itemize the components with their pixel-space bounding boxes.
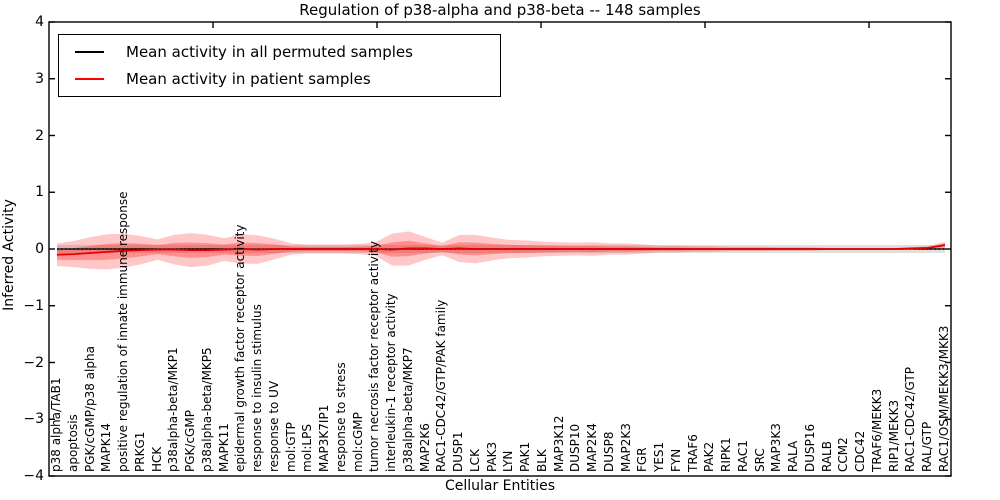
x-category-label: TRAF6 bbox=[685, 434, 700, 472]
y-tick-label: −4 bbox=[23, 468, 44, 484]
x-category-label: mol:GTP bbox=[283, 422, 298, 472]
x-category-label: SRC bbox=[752, 448, 767, 472]
x-category-label: LYN bbox=[501, 450, 516, 472]
x-category-label: MAP2K6 bbox=[417, 423, 432, 472]
x-category-label: interleukin-1 receptor activity bbox=[384, 293, 399, 472]
legend-item: Mean activity in all permuted samples bbox=[59, 43, 500, 61]
x-category-label: PAK3 bbox=[484, 441, 499, 472]
x-category-label: p38alpha-beta/MKP5 bbox=[199, 347, 214, 472]
x-category-label: DUSP10 bbox=[568, 423, 583, 472]
x-category-label: MAP3K12 bbox=[551, 415, 566, 472]
x-category-label: RAC1-CDC42/GTP/PAK family bbox=[434, 299, 449, 472]
x-category-label: p38 alpha/TAB1 bbox=[49, 377, 63, 472]
x-category-label: positive regulation of innate immune res… bbox=[116, 191, 131, 472]
x-category-label: RALB bbox=[819, 441, 834, 472]
x-category-label: MAPK14 bbox=[99, 423, 114, 472]
y-tick-label: 4 bbox=[35, 14, 44, 30]
patient-std-band-outer bbox=[57, 231, 945, 270]
x-category-label: DUSP16 bbox=[802, 423, 817, 472]
legend: Mean activity in all permuted samples Me… bbox=[58, 34, 501, 97]
x-category-label: RALA bbox=[786, 440, 801, 472]
legend-item: Mean activity in patient samples bbox=[59, 70, 500, 88]
x-category-label: FYN bbox=[668, 448, 683, 472]
x-category-label: PAK1 bbox=[518, 441, 533, 472]
x-category-label: apoptosis bbox=[65, 414, 80, 472]
x-category-label: mol:LPS bbox=[300, 424, 315, 472]
x-category-label: PGK/cGMP/p38 alpha bbox=[82, 346, 97, 472]
x-category-label: PGK/cGMP bbox=[183, 410, 198, 472]
x-category-label: RAC1 bbox=[735, 440, 750, 472]
y-tick-label: 2 bbox=[35, 127, 44, 144]
y-tick-label: 3 bbox=[35, 70, 44, 87]
x-category-label: response to stress bbox=[333, 362, 348, 472]
x-category-label: LCK bbox=[467, 449, 482, 472]
x-category-label: MAP2K3 bbox=[618, 423, 633, 472]
x-category-label: CDC42 bbox=[853, 430, 868, 472]
y-tick-label: −3 bbox=[23, 411, 44, 428]
x-category-label: RAC1-CDC42/GTP bbox=[903, 367, 918, 472]
x-category-label: HCK bbox=[149, 446, 164, 472]
legend-label: Mean activity in patient samples bbox=[126, 70, 371, 89]
x-category-label: tumor necrosis factor receptor activity bbox=[367, 241, 382, 472]
x-category-label: TRAF6/MEKK3 bbox=[869, 388, 884, 472]
x-category-label: response to insulin stimulus bbox=[250, 304, 265, 472]
x-axis-label: Cellular Entities bbox=[444, 478, 556, 494]
legend-line-sample-red bbox=[75, 78, 104, 81]
x-category-label: RAL/GTP bbox=[920, 421, 935, 472]
y-tick-label: 0 bbox=[35, 241, 44, 257]
x-category-label: CCM2 bbox=[836, 437, 851, 472]
x-category-label: mol:cGMP bbox=[350, 412, 365, 472]
x-category-label: FGR bbox=[635, 447, 650, 472]
x-category-label: RIP1/MEKK3 bbox=[886, 399, 901, 472]
x-category-label: YES1 bbox=[652, 441, 667, 472]
x-category-label: DUSP1 bbox=[451, 431, 466, 472]
patient-mean-line bbox=[56, 244, 946, 256]
x-category-label: BLK bbox=[534, 449, 549, 472]
patient-std-band-inner bbox=[57, 240, 945, 261]
x-category-label: MAP3K3 bbox=[769, 423, 784, 472]
x-category-label: MAP3K7IP1 bbox=[317, 404, 332, 472]
legend-label: Mean activity in all permuted samples bbox=[126, 42, 413, 61]
y-tick-label: 1 bbox=[35, 184, 44, 201]
x-category-label: PAK2 bbox=[702, 441, 717, 472]
x-category-label: RAC1/OSM/MEKK3/MKK3 bbox=[937, 325, 951, 472]
x-category-label: response to UV bbox=[266, 380, 281, 472]
y-tick-label: −2 bbox=[23, 354, 44, 371]
x-category-label: DUSP8 bbox=[601, 431, 616, 472]
x-category-label: PRKG1 bbox=[132, 431, 147, 472]
chart-title: Regulation of p38-alpha and p38-beta -- … bbox=[299, 1, 701, 19]
x-category-label: p38alpha-beta/MKP1 bbox=[166, 347, 181, 472]
legend-line-sample-black bbox=[75, 50, 104, 53]
x-category-label: p38alpha-beta/MKP7 bbox=[400, 347, 415, 472]
x-category-label: MAPK11 bbox=[216, 423, 231, 472]
y-tick-label: −1 bbox=[23, 297, 44, 314]
x-category-label: RIPK1 bbox=[719, 437, 734, 472]
x-category-label: epidermal growth factor receptor activit… bbox=[233, 224, 248, 472]
x-category-label: MAP2K4 bbox=[585, 423, 600, 472]
